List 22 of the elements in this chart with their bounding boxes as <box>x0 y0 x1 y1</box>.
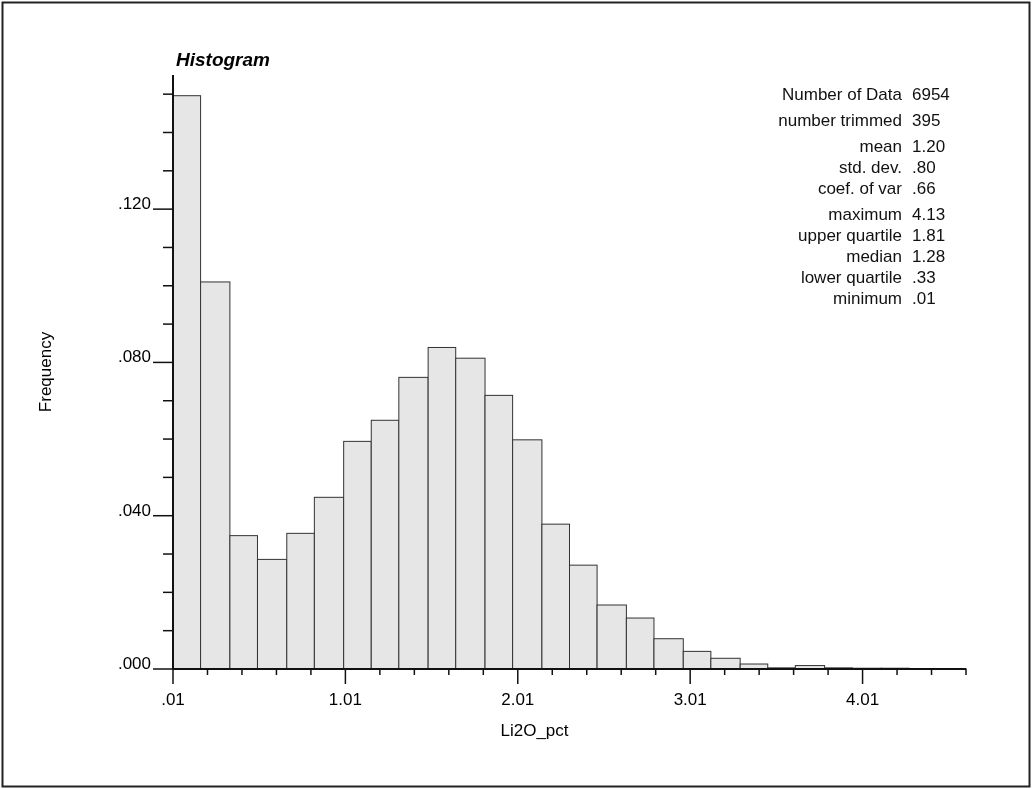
annotation: Number of Data 6954 <box>782 85 950 104</box>
annotation: maximum 4.13 <box>828 205 946 224</box>
y-tick-label: .000 <box>117 654 151 673</box>
annotation: upper quartile 1.81 <box>798 226 946 245</box>
annotation: std. dev. .80 <box>839 158 936 177</box>
y-tick-label: .120 <box>117 194 151 214</box>
chart-title: Histogram <box>176 49 271 70</box>
annotation: mean 1.20 <box>859 137 946 156</box>
x-tick-label: 4.01 <box>846 690 880 709</box>
x-axis-title: Li2O_pct <box>500 721 569 740</box>
x-tick-label: 2.01 <box>501 690 535 709</box>
y-axis-title: Frequency <box>36 331 55 413</box>
annotation: number trimmed 395 <box>778 111 941 130</box>
annotation: coef. of var .66 <box>817 179 936 198</box>
y-tick-label: .040 <box>117 500 151 520</box>
x-tick-label: 1.01 <box>328 690 362 709</box>
annotation: lower quartile .33 <box>800 268 936 287</box>
annotation: minimum .01 <box>833 289 936 308</box>
x-tick-label: 3.01 <box>673 690 707 709</box>
annotation: median 1.28 <box>846 247 946 266</box>
x-tick-label: .01 <box>161 690 185 709</box>
y-tick-label: .080 <box>117 347 151 367</box>
